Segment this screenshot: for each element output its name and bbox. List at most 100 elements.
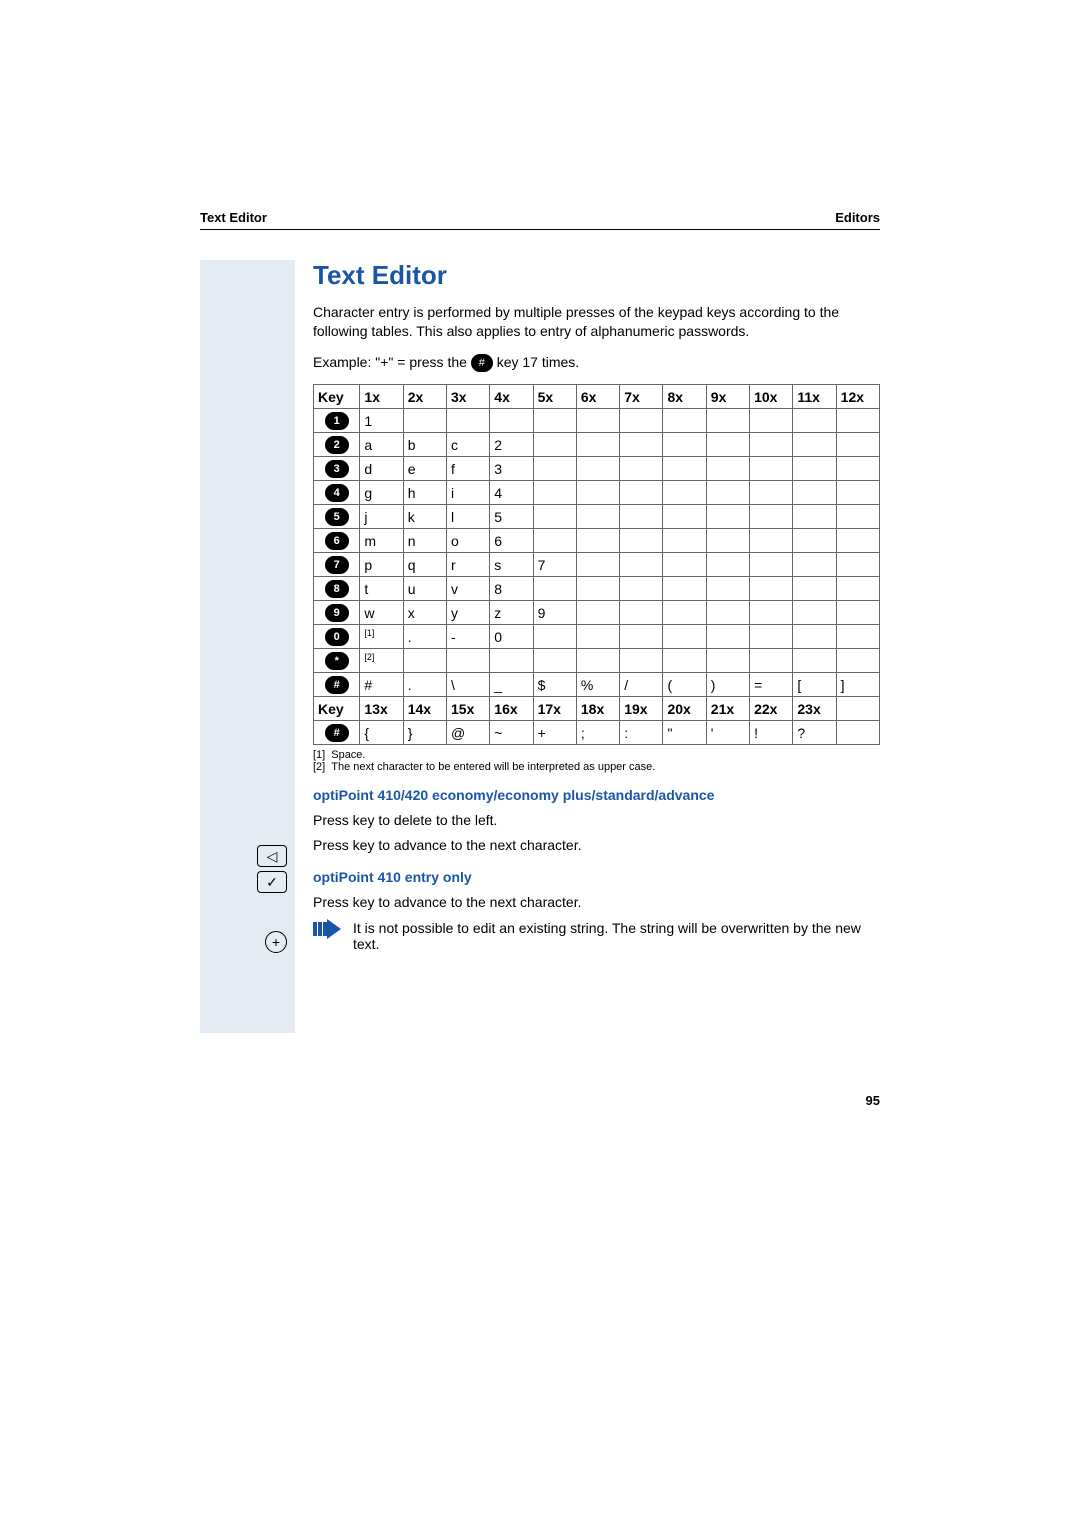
table-header-cell: 22x [750, 697, 793, 721]
char-cell [533, 625, 576, 649]
char-cell: 0 [490, 625, 533, 649]
char-cell: 4 [490, 481, 533, 505]
table-row: 5jkl5 [314, 505, 880, 529]
char-cell [620, 433, 663, 457]
char-cell: b [403, 433, 446, 457]
char-cell: ! [750, 721, 793, 745]
char-cell [706, 529, 749, 553]
char-cell [836, 721, 879, 745]
char-cell: @ [447, 721, 490, 745]
header-left: Text Editor [200, 210, 267, 225]
char-cell [576, 409, 619, 433]
char-cell: m [360, 529, 403, 553]
character-table: Key1x2x3x4x5x6x7x8x9x10x11x12x 112abc23d… [313, 384, 880, 745]
delete-instruction: Press key to delete to the left. [313, 811, 880, 830]
footnote-1-label: [1] [313, 749, 325, 761]
table-row: 9wxyz9 [314, 601, 880, 625]
header-right: Editors [835, 210, 880, 225]
char-cell: _ [490, 673, 533, 697]
char-cell: 7 [533, 553, 576, 577]
char-cell: f [447, 457, 490, 481]
table-header-cell: 17x [533, 697, 576, 721]
char-cell: w [360, 601, 403, 625]
table-header-cell: 7x [620, 385, 663, 409]
char-cell [620, 553, 663, 577]
char-cell: . [403, 673, 446, 697]
char-cell: 3 [490, 457, 533, 481]
char-cell [663, 433, 706, 457]
table-header-cell: 12x [836, 385, 879, 409]
char-cell [706, 649, 749, 673]
example-prefix: Example: "+" = press the [313, 354, 471, 370]
table-body-2: #{}@~+;:"'!? [314, 721, 880, 745]
table-body-1: 112abc23def34ghi45jkl56mno67pqrs78tuv89w… [314, 409, 880, 697]
char-cell: s [490, 553, 533, 577]
char-cell [836, 601, 879, 625]
char-cell [836, 481, 879, 505]
keypad-key-icon: 0 [325, 628, 349, 646]
key-cell: 6 [314, 529, 360, 553]
char-cell [533, 577, 576, 601]
char-cell: x [403, 601, 446, 625]
check-key-icon: ✓ [208, 869, 287, 895]
char-cell: 9 [533, 601, 576, 625]
char-cell: o [447, 529, 490, 553]
char-cell [836, 625, 879, 649]
char-cell: - [447, 625, 490, 649]
char-cell [793, 529, 836, 553]
char-cell [576, 481, 619, 505]
char-cell [533, 649, 576, 673]
backspace-icon: ◁ [257, 845, 287, 867]
char-cell [533, 505, 576, 529]
char-cell [533, 409, 576, 433]
char-cell [793, 649, 836, 673]
advance-instruction-2: Press key to advance to the next charact… [313, 893, 880, 912]
footnote-2-label: [2] [313, 761, 325, 773]
footnote-2-text: The next character to be entered will be… [331, 761, 655, 773]
char-cell [706, 433, 749, 457]
char-cell [836, 457, 879, 481]
char-cell [836, 433, 879, 457]
table-row: #{}@~+;:"'!? [314, 721, 880, 745]
char-cell [447, 649, 490, 673]
table-header-cell: Key [314, 385, 360, 409]
char-cell [836, 577, 879, 601]
char-cell: c [447, 433, 490, 457]
footnotes: [1]Space. [2]The next character to be en… [313, 749, 880, 773]
char-cell [836, 409, 879, 433]
table-header-cell: 8x [663, 385, 706, 409]
char-cell [403, 409, 446, 433]
char-cell [576, 505, 619, 529]
char-cell: ) [706, 673, 749, 697]
table-header-cell: 23x [793, 697, 836, 721]
note-text: It is not possible to edit an existing s… [353, 920, 880, 952]
key-cell: 5 [314, 505, 360, 529]
char-cell: ~ [490, 721, 533, 745]
char-cell [750, 601, 793, 625]
char-cell: g [360, 481, 403, 505]
key-cell: 3 [314, 457, 360, 481]
char-cell: / [620, 673, 663, 697]
char-cell [836, 649, 879, 673]
char-cell [750, 577, 793, 601]
char-cell [620, 601, 663, 625]
char-cell: l [447, 505, 490, 529]
key-cell: 4 [314, 481, 360, 505]
char-cell [576, 601, 619, 625]
example-suffix: key 17 times. [497, 354, 579, 370]
char-cell [576, 457, 619, 481]
keypad-key-icon: 5 [325, 508, 349, 526]
char-cell [490, 649, 533, 673]
plus-icon: + [265, 931, 287, 953]
key-cell: 2 [314, 433, 360, 457]
char-cell: 8 [490, 577, 533, 601]
char-cell: [2] [360, 649, 403, 673]
table-header-2: Key13x14x15x16x17x18x19x20x21x22x23x [314, 697, 880, 721]
char-cell: { [360, 721, 403, 745]
char-cell [403, 649, 446, 673]
char-cell [836, 505, 879, 529]
example-line: Example: "+" = press the # key 17 times. [313, 353, 880, 372]
table-header-cell: 14x [403, 697, 446, 721]
char-cell: 2 [490, 433, 533, 457]
char-cell [663, 529, 706, 553]
